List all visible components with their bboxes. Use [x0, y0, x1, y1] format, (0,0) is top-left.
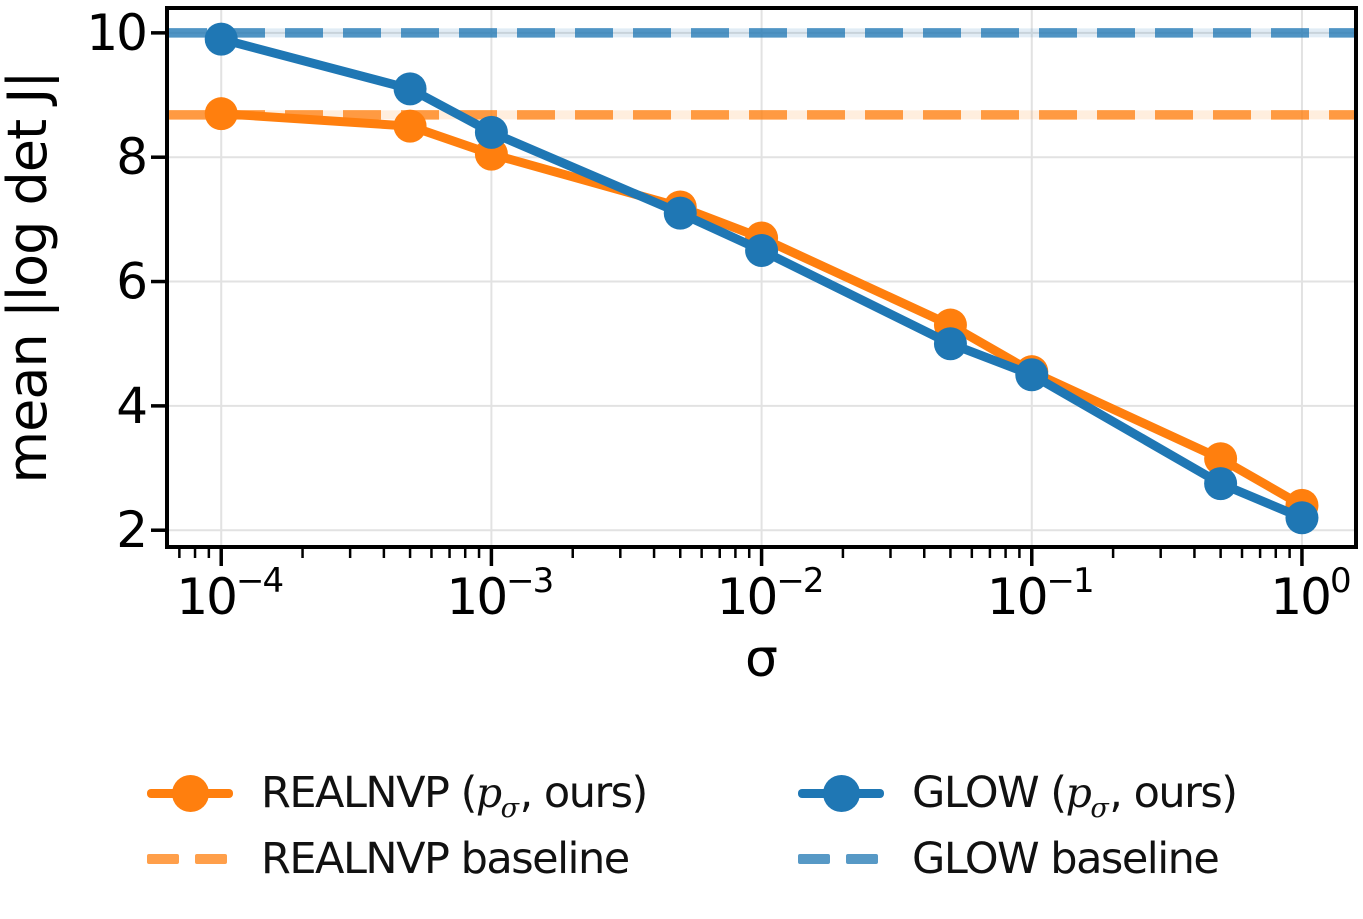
data-marker-glow: [933, 327, 967, 361]
data-marker-glow: [1204, 467, 1238, 501]
legend-label-glow-ours: GLOW (p σ, ours): [912, 768, 1238, 824]
legend-entry-realnvp-ours: REALNVP (p σ, ours): [147, 768, 648, 824]
legend-label-glow-baseline: GLOW baseline: [912, 834, 1220, 884]
y-axis-label: mean |log det J|: [0, 72, 59, 484]
legend-swatch-dashed-icon: [798, 837, 884, 881]
data-marker-realnvp: [393, 109, 427, 143]
y-tick-label: 4: [116, 377, 146, 435]
legend-entry-realnvp-baseline: REALNVP baseline: [147, 834, 647, 884]
data-marker-glow: [745, 233, 779, 267]
legend-swatch-solid-marker-icon: [798, 771, 884, 815]
legend-label-realnvp-baseline: REALNVP baseline: [261, 834, 630, 884]
legend-label-realnvp-ours: REALNVP (p σ, ours): [261, 768, 648, 824]
y-tick-label: 10: [86, 4, 146, 62]
data-marker-realnvp: [1204, 442, 1238, 476]
x-tick-label: 10−4: [176, 561, 282, 626]
legend-entry-glow-baseline: GLOW baseline: [798, 834, 1237, 884]
x-axis-label: σ: [745, 629, 778, 689]
data-marker-glow: [204, 22, 238, 56]
legend-swatch-dashed-icon: [147, 837, 233, 881]
data-marker-realnvp: [204, 97, 238, 131]
x-tick-label: 10−1: [987, 561, 1093, 626]
data-marker-glow: [393, 72, 427, 106]
y-tick-label: 6: [116, 253, 146, 311]
y-tick-label: 8: [116, 128, 146, 186]
legend-column-right: GLOW (p σ, ours) GLOW baseline: [798, 768, 1238, 884]
y-tick-label: 2: [116, 501, 146, 559]
plot-border: [165, 6, 1358, 549]
data-marker-glow: [663, 196, 697, 230]
legend-entry-glow-ours: GLOW (p σ, ours): [798, 768, 1238, 824]
data-marker-glow: [1285, 501, 1319, 535]
x-tick-label: 10−2: [717, 561, 823, 626]
data-marker-glow: [1015, 358, 1049, 392]
data-marker-glow: [474, 115, 508, 149]
x-tick-label: 10−3: [447, 561, 553, 626]
legend-swatch-solid-marker-icon: [147, 771, 233, 815]
x-tick-label: 100: [1270, 561, 1350, 626]
legend-column-left: REALNVP (p σ, ours) REALNVP baseline: [147, 768, 648, 884]
